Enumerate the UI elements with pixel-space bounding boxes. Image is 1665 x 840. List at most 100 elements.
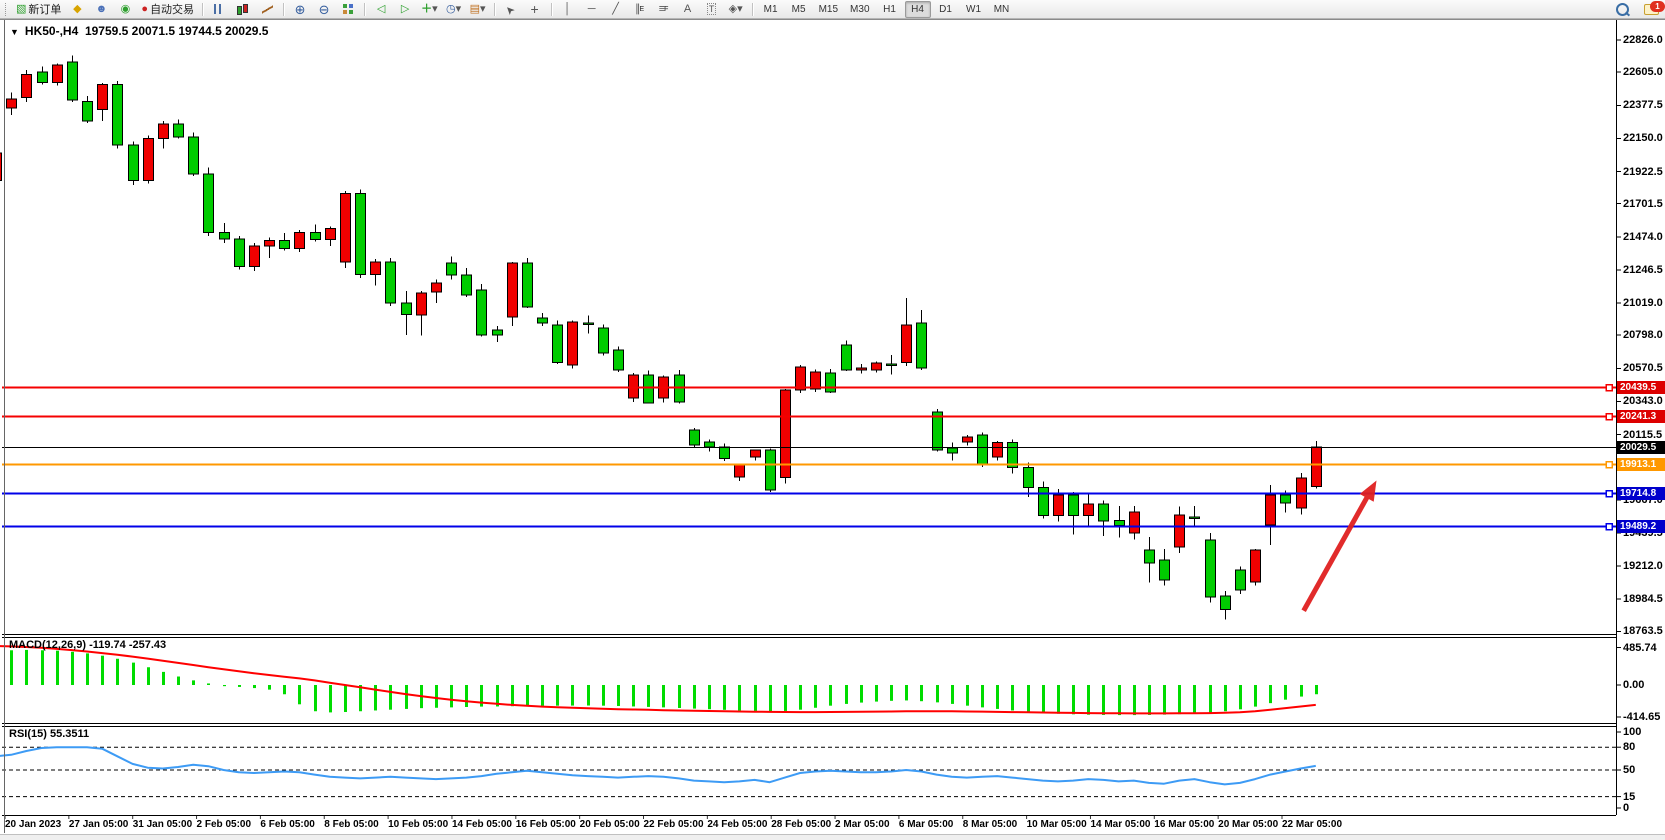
- indicators-button[interactable]: ＋ ▾: [418, 1, 441, 18]
- timeframe-m15[interactable]: M15: [818, 3, 839, 15]
- chart-shift-icon: ▷: [400, 2, 410, 15]
- price-level-badge: 20241.3: [1617, 409, 1665, 423]
- timeframe-h4[interactable]: H4: [904, 0, 931, 18]
- rsi-current-value: 55.3511: [49, 728, 90, 740]
- chart-window[interactable]: [0, 19, 1665, 839]
- price-tick-label: 20570.5: [1623, 362, 1663, 375]
- timeframe-m30[interactable]: M30: [850, 3, 870, 15]
- rsi-splitter[interactable]: [2, 723, 1616, 724]
- time-axis-label: 6 Feb 05:00: [260, 819, 315, 830]
- chat-button[interactable]: 1: [1644, 0, 1665, 15]
- toolbar: ▧ 新订单 ◆ ☻ ◉ ● 自动交易 ⊕ ⊖ ◁ ▷ ＋ ▾ ◷ ▾ ▤ ▾ ➤…: [0, 0, 1665, 19]
- signal-button[interactable]: ◉: [114, 1, 136, 18]
- macd-splitter[interactable]: [2, 637, 1616, 638]
- cursor-icon: ➤: [502, 1, 518, 17]
- horizontal-line-tool[interactable]: ─: [581, 1, 603, 18]
- macd-axis-label: 485.74: [1623, 641, 1657, 654]
- price-tick-label: 19212.0: [1623, 560, 1663, 573]
- time-axis-label: 6 Mar 05:00: [898, 819, 954, 830]
- market-watch-button[interactable]: ◆: [66, 1, 88, 18]
- window-left-border: [4, 20, 5, 833]
- candlestick-chart-button[interactable]: [232, 1, 254, 18]
- channel-tool[interactable]: ∥ E: [629, 1, 651, 18]
- toolbar-separator: [202, 2, 204, 16]
- chart-dropdown-icon[interactable]: ▼: [10, 27, 19, 37]
- fibonacci-tool[interactable]: ≡ F: [653, 1, 675, 18]
- text-label-icon: T: [706, 3, 717, 15]
- price-level-badge: 19913.1: [1617, 457, 1665, 471]
- price-axis-area[interactable]: [1617, 19, 1665, 834]
- rsi-axis-label: 15: [1623, 790, 1636, 803]
- price-tick-label: 20343.0: [1623, 395, 1663, 408]
- clock-icon: ◷: [446, 2, 456, 15]
- trendline-tool[interactable]: ╱: [605, 1, 627, 18]
- macd-current-values: -119.74 -257.43: [89, 639, 167, 651]
- vertical-line-tool[interactable]: │: [557, 1, 579, 18]
- arrows-tool[interactable]: ◈ ▾: [725, 1, 747, 18]
- timeframe-m5[interactable]: M5: [791, 3, 806, 15]
- text-label-tool[interactable]: T: [701, 1, 723, 18]
- new-order-button[interactable]: ▧ 新订单: [13, 1, 64, 18]
- price-tick-label: 21922.5: [1623, 165, 1663, 178]
- time-axis-label: 14 Mar 05:00: [1090, 819, 1151, 830]
- candlestick-chart-icon: [237, 3, 249, 15]
- timeframe-mn[interactable]: MN: [993, 3, 1010, 15]
- price-tick-label: 18984.5: [1623, 593, 1663, 606]
- signal-icon: ◉: [120, 2, 131, 15]
- terminal-button[interactable]: ☻: [90, 1, 112, 18]
- vertical-line-icon: │: [564, 2, 572, 15]
- bar-chart-button[interactable]: [208, 1, 230, 18]
- chevron-down-icon: ▾: [455, 2, 462, 15]
- text-tool[interactable]: A: [677, 1, 699, 18]
- macd-axis-label: -414.65: [1623, 710, 1661, 723]
- price-level-badge: 20439.5: [1617, 380, 1665, 394]
- chart-symbol-period: HK50-,H4: [24, 24, 79, 38]
- time-axis-label: 27 Jan 05:00: [68, 819, 129, 830]
- time-axis-label: 20 Feb 05:00: [579, 819, 640, 830]
- tile-windows-button[interactable]: [337, 1, 359, 18]
- chart-title[interactable]: ▼ HK50-,H4 19759.5 20071.5 19744.5 20029.…: [10, 24, 268, 38]
- macd-splitter[interactable]: [2, 634, 1616, 635]
- price-tick-label: 22826.0: [1623, 34, 1663, 46]
- macd-axis-label: 0.00: [1623, 679, 1645, 691]
- crosshair-tool-button[interactable]: +: [524, 1, 546, 18]
- fibonacci-icon: ≡: [658, 2, 666, 15]
- plot-right-border: [1616, 20, 1617, 815]
- chart-shift-button[interactable]: ▷: [394, 1, 416, 18]
- periods-button[interactable]: ◷ ▾: [443, 1, 465, 18]
- rsi-axis-label: 0: [1623, 802, 1630, 814]
- time-axis-label: 8 Feb 05:00: [324, 819, 379, 830]
- price-level-badge: 19714.8: [1617, 486, 1665, 500]
- toolbar-grip: [5, 2, 9, 16]
- toolbar-separator: [751, 2, 753, 16]
- timeframe-d1[interactable]: D1: [939, 3, 952, 15]
- search-button[interactable]: [1611, 1, 1633, 18]
- timeframe-m1[interactable]: M1: [763, 3, 778, 15]
- toolbar-separator: [493, 2, 495, 16]
- price-tick-label: 20798.0: [1623, 329, 1663, 342]
- auto-scroll-icon: ◁: [376, 2, 386, 15]
- new-order-icon: ▧: [16, 2, 27, 15]
- auto-scroll-button[interactable]: ◁: [370, 1, 392, 18]
- cursor-tool-button[interactable]: ➤: [500, 1, 522, 18]
- line-chart-button[interactable]: [256, 1, 278, 18]
- auto-trading-button[interactable]: ● 自动交易: [138, 1, 197, 18]
- price-level-badge: 19489.2: [1617, 519, 1665, 533]
- zoom-out-button[interactable]: ⊖: [313, 1, 335, 18]
- price-tick-label: 18763.5: [1623, 625, 1663, 638]
- timeframe-w1[interactable]: W1: [966, 3, 981, 15]
- time-axis-label: 20 Mar 05:00: [1218, 819, 1279, 830]
- rsi-splitter[interactable]: [2, 726, 1616, 727]
- time-axis-label: 14 Feb 05:00: [451, 819, 512, 830]
- toolbar-separator: [283, 2, 285, 16]
- timeframe-h1[interactable]: H1: [883, 3, 896, 15]
- notification-badge: 1: [1650, 0, 1665, 12]
- rsi-axis-label: 100: [1623, 726, 1642, 738]
- auto-trading-label: 自动交易: [150, 4, 195, 16]
- price-tick-label: 22150.0: [1623, 132, 1663, 145]
- time-axis-label: 8 Mar 05:00: [962, 819, 1018, 830]
- zoom-in-button[interactable]: ⊕: [289, 1, 311, 18]
- templates-button[interactable]: ▤ ▾: [467, 1, 489, 18]
- price-tick-label: 22377.5: [1623, 99, 1663, 112]
- time-axis-label: 22 Mar 05:00: [1282, 819, 1343, 830]
